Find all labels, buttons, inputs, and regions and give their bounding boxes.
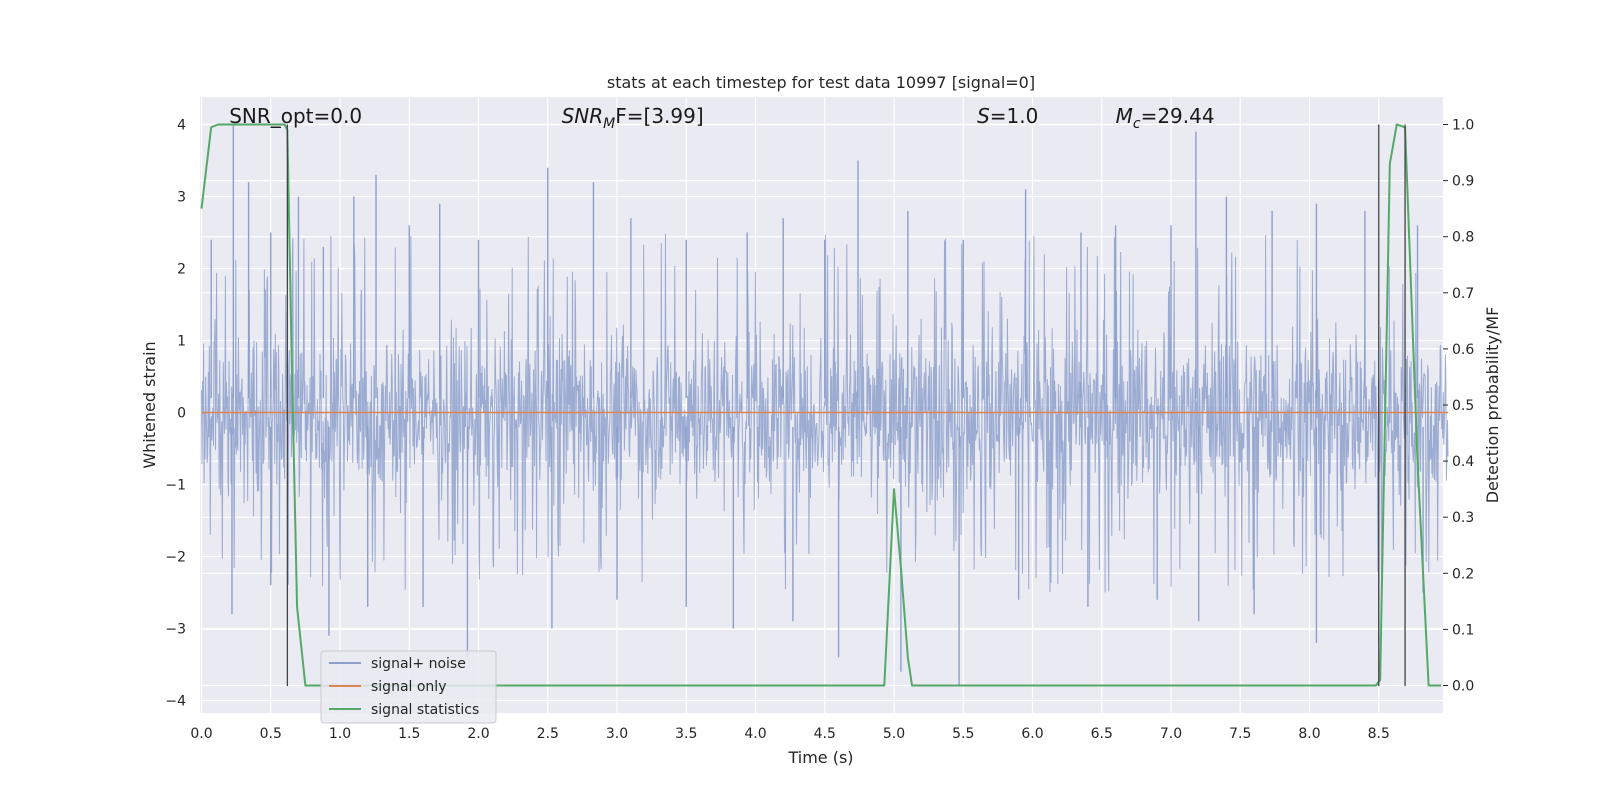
x-tick-label-11: 5.5 xyxy=(952,726,974,742)
x-axis-label: Time (s) xyxy=(787,748,853,767)
annotation-mc-prefix: M xyxy=(1116,104,1133,128)
x-tick-label-8: 4.0 xyxy=(744,726,766,742)
legend-box xyxy=(320,650,497,724)
x-axis-ticks: 0.0 0.5 1.0 1.5 2.0 2.5 3.0 3.5 4.0 4.5 5.0 5.5 6.0 6… xyxy=(190,726,1390,742)
x-tick-label-5: 2.5 xyxy=(537,726,559,742)
y2-tick-label-1: 0.9 xyxy=(1452,174,1474,190)
x-tick-label-13: 6.5 xyxy=(1091,726,1113,742)
y-tick-label-0: 4 xyxy=(177,118,186,134)
y2-tick-label-3: 0.7 xyxy=(1452,286,1474,302)
annotation-mc-sub: c xyxy=(1133,116,1141,132)
y-tick-label-3: 1 xyxy=(177,334,186,350)
legend-label-signal-noise: signal+ noise xyxy=(371,656,466,672)
x-tick-label-10: 5.0 xyxy=(883,726,905,742)
x-tick-label-3: 1.5 xyxy=(398,726,420,742)
legend-label-signal-only: signal only xyxy=(371,679,446,695)
y2-tick-label-7: 0.3 xyxy=(1452,510,1474,526)
y2-tick-label-10: 0.0 xyxy=(1452,679,1474,695)
annotation-s: S=1.0 xyxy=(977,104,1038,128)
y-axis-ticks: 4 3 2 1 0 −1 −2 −3 −4 xyxy=(165,118,186,710)
y-tick-label-5: −1 xyxy=(165,478,186,494)
x-tick-label-0: 0.0 xyxy=(190,726,212,742)
x-tick-label-9: 4.5 xyxy=(814,726,836,742)
y-tick-label-8: −4 xyxy=(165,694,186,710)
x-tick-label-17: 8.5 xyxy=(1368,726,1390,742)
chart-title: stats at each timestep for test data 109… xyxy=(607,73,1035,92)
annotation-snr-mf-suffix: F=[3.99] xyxy=(615,104,703,128)
x-tick-label-2: 1.0 xyxy=(329,726,351,742)
y2-tick-label-9: 0.1 xyxy=(1452,622,1474,638)
legend: signal+ noise signal only signal statist… xyxy=(320,650,497,724)
signal-statistics-line xyxy=(200,123,1442,687)
y-tick-label-2: 2 xyxy=(177,262,186,278)
y2-tick-label-4: 0.6 xyxy=(1452,342,1474,358)
y2-tick-label-2: 0.8 xyxy=(1452,230,1474,246)
y-tick-label-1: 3 xyxy=(177,190,186,206)
y2-tick-label-6: 0.4 xyxy=(1452,454,1474,470)
annotation-mc: Mc=29.44 xyxy=(1116,104,1215,132)
x-tick-label-15: 7.5 xyxy=(1229,726,1251,742)
annotation-s-prefix: S xyxy=(977,104,990,128)
y-tick-label-7: −3 xyxy=(165,622,186,638)
annotation-snr-mf-sub: M xyxy=(603,116,615,132)
y2-tick-label-8: 0.2 xyxy=(1452,566,1474,582)
x-tick-label-6: 3.0 xyxy=(606,726,628,742)
series-signal-noise xyxy=(201,124,1449,687)
y-tick-label-6: −2 xyxy=(165,550,186,566)
x-tick-label-14: 7.0 xyxy=(1160,726,1182,742)
legend-label-signal-statistics: signal statistics xyxy=(371,702,479,718)
y-tick-label-4: 0 xyxy=(177,406,186,422)
x-tick-label-16: 8.0 xyxy=(1298,726,1320,742)
y-axis-label: Whitened strain xyxy=(140,341,159,468)
y2-axis-ticks: 1.0 0.9 0.8 0.7 0.6 0.5 0.4 0.3 0.2 0.1 0.0 xyxy=(1443,118,1474,695)
annotation-mc-suffix: =29.44 xyxy=(1141,104,1215,128)
x-tick-label-1: 0.5 xyxy=(260,726,282,742)
x-tick-label-4: 2.0 xyxy=(467,726,489,742)
y2-axis-label: Detection probability/MF xyxy=(1483,307,1502,504)
x-tick-label-7: 3.5 xyxy=(675,726,697,742)
y2-tick-label-5: 0.5 xyxy=(1452,398,1474,414)
annotation-snr-mf: SNRMF=[3.99] xyxy=(562,104,704,132)
annotation-s-suffix: =1.0 xyxy=(990,104,1039,128)
annotation-snr-opt: SNR_opt=0.0 xyxy=(229,104,362,128)
y2-tick-label-0: 1.0 xyxy=(1452,118,1474,134)
vertical-markers xyxy=(286,124,1406,687)
series-lines xyxy=(200,123,1448,687)
x-tick-label-12: 6.0 xyxy=(1021,726,1043,742)
annotation-snr-mf-prefix: SNR xyxy=(562,104,604,128)
